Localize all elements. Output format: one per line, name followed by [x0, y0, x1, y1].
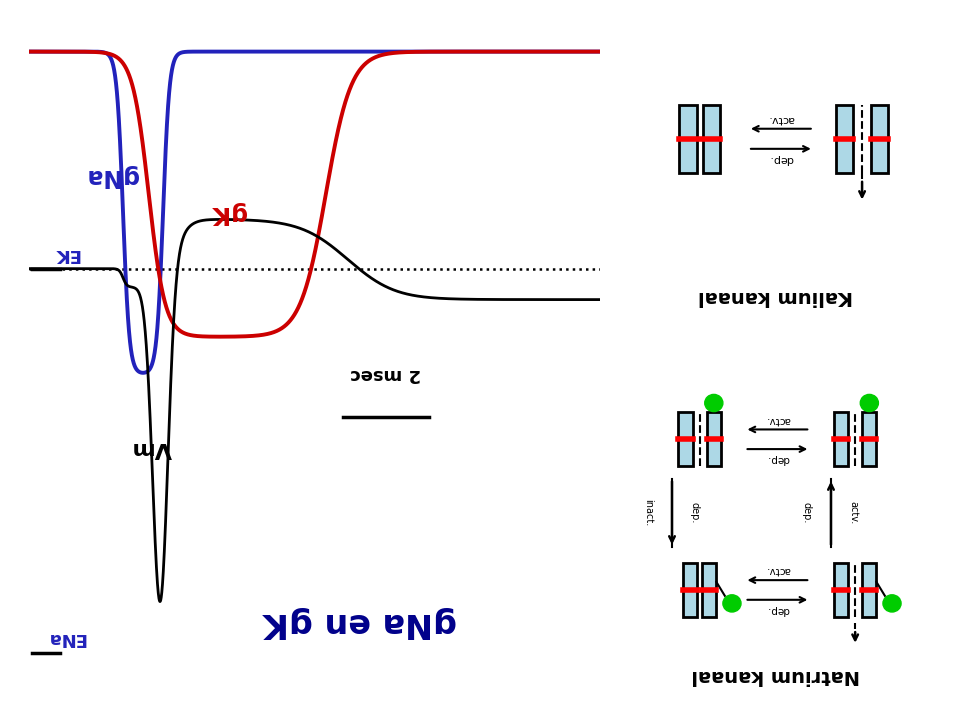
Text: gK: gK	[211, 201, 247, 225]
Circle shape	[705, 395, 723, 412]
Circle shape	[860, 395, 878, 412]
Circle shape	[723, 595, 741, 612]
Text: 2 msec: 2 msec	[350, 365, 421, 383]
Bar	[707, 413, 721, 466]
Text: inact.: inact.	[643, 500, 653, 526]
Bar	[871, 105, 888, 173]
Text: gNa en gK: gNa en gK	[263, 606, 457, 639]
Bar	[862, 563, 876, 617]
Bar	[836, 105, 853, 173]
Text: Vm: Vm	[132, 438, 172, 459]
Bar	[862, 413, 876, 466]
Text: EK: EK	[53, 245, 79, 263]
Text: actv.: actv.	[767, 114, 794, 124]
Text: gNa: gNa	[85, 163, 138, 188]
Text: ENa: ENa	[46, 629, 85, 647]
Bar	[834, 563, 848, 617]
Bar	[703, 105, 720, 173]
Bar	[679, 413, 692, 466]
Bar	[680, 105, 697, 173]
Bar	[834, 413, 848, 466]
Text: Kalium kanaal: Kalium kanaal	[698, 287, 853, 305]
Text: dep.: dep.	[769, 154, 793, 164]
Text: actv.: actv.	[765, 415, 790, 425]
Circle shape	[883, 595, 901, 612]
Text: actv.: actv.	[765, 565, 790, 575]
Text: dep.: dep.	[689, 503, 700, 523]
Text: actv.: actv.	[849, 501, 858, 525]
Text: dep.: dep.	[802, 503, 812, 523]
Text: dep.: dep.	[766, 605, 789, 615]
Text: dep.: dep.	[766, 454, 789, 464]
Bar	[702, 563, 716, 617]
Bar	[683, 563, 697, 617]
Text: Natrium kanaal: Natrium kanaal	[691, 666, 860, 685]
